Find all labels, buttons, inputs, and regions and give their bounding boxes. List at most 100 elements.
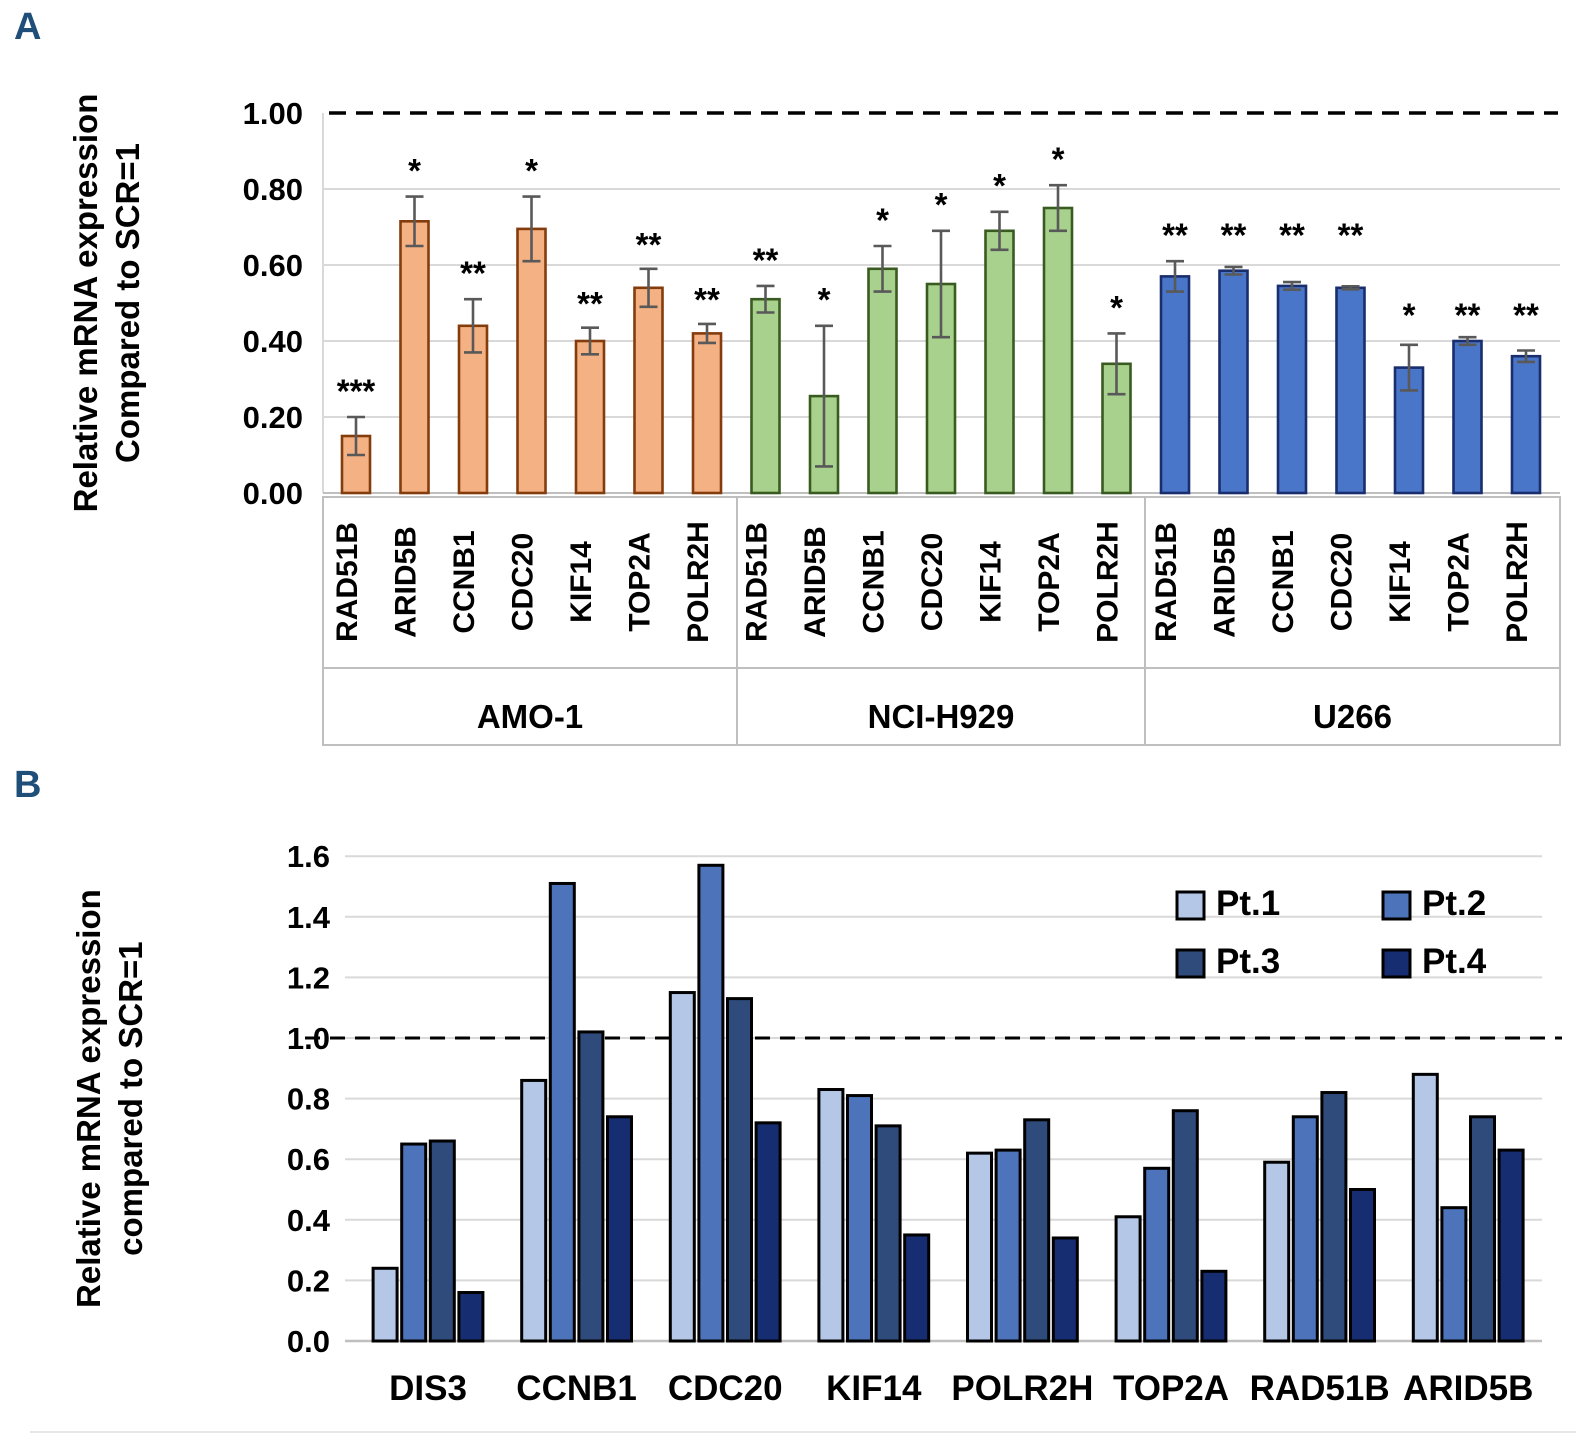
panel-a-chart: 0.00 0.20 0.40 0.60 0.80 1.00 Relative mRNA ex… [67, 94, 1561, 746]
bar [1263, 1160, 1291, 1343]
significance-stars: ** [1338, 217, 1364, 254]
significance-stars: ** [1162, 217, 1188, 254]
bar [726, 997, 753, 1343]
bar [903, 1233, 931, 1343]
bar [399, 220, 430, 495]
y-tick-label: 0.4 [287, 1203, 331, 1238]
bar [1335, 286, 1366, 495]
significance-stars: ** [460, 255, 486, 292]
bar [817, 1088, 845, 1343]
y-tick-label: 0.6 [287, 1142, 330, 1177]
bar [1200, 1269, 1228, 1343]
y-tick-label: 1.6 [287, 839, 330, 874]
bar [457, 324, 489, 495]
bar [1218, 269, 1249, 495]
significance-stars: * [408, 152, 421, 189]
bar [750, 297, 781, 495]
category-label: ARID5B [1403, 1369, 1533, 1408]
bar [1497, 1148, 1525, 1343]
bar [457, 1291, 485, 1343]
bar [1411, 1072, 1439, 1343]
category-label: RAD51B [1150, 522, 1183, 642]
significance-stars: ** [1455, 296, 1481, 333]
bar [428, 1139, 456, 1343]
bar [1051, 1236, 1079, 1343]
category-label: KIF14 [565, 541, 598, 623]
significance-stars: * [993, 167, 1006, 204]
category-label: CDC20 [507, 533, 540, 631]
y-tick-label: 1.2 [287, 960, 330, 995]
bar [371, 1266, 399, 1343]
bar [668, 991, 696, 1343]
group-label: NCI-H929 [868, 698, 1015, 735]
significance-stars: * [525, 152, 538, 189]
significance-stars: * [876, 201, 889, 238]
category-label: KIF14 [975, 541, 1008, 623]
bar [633, 286, 664, 495]
y-tick-label: 0.00 [243, 476, 303, 511]
category-label: CDC20 [916, 533, 949, 631]
y-tick-label: 0.80 [243, 172, 303, 207]
category-label: POLR2H [682, 521, 715, 643]
category-label: DIS3 [389, 1369, 467, 1408]
bar [1114, 1215, 1142, 1343]
y-tick-label: 0.0 [287, 1324, 330, 1359]
bar [1469, 1115, 1496, 1343]
y-tick-label: 1.4 [287, 900, 331, 935]
category-label: TOP2A [1113, 1369, 1229, 1408]
significance-stars: ** [1279, 217, 1305, 254]
bar [1276, 284, 1308, 495]
bar [516, 227, 547, 495]
panel-a-label: A [14, 6, 42, 48]
category-label: RAD51B [1250, 1369, 1390, 1408]
y-axis-title: Compared to SCR=1 [109, 143, 146, 463]
category-label: KIF14 [826, 1369, 922, 1408]
significance-stars: ** [1221, 217, 1247, 254]
bar [1171, 1109, 1199, 1343]
bar [548, 881, 576, 1343]
category-label: KIF14 [1384, 541, 1417, 623]
y-tick-label: 1.00 [243, 96, 303, 131]
legend-swatch [1381, 890, 1412, 921]
significance-stars: ** [694, 281, 720, 318]
bar [1159, 275, 1191, 495]
category-label: CCNB1 [858, 530, 891, 633]
significance-stars: * [1403, 296, 1416, 333]
significance-stars: ** [577, 285, 603, 322]
legend-swatch [1381, 948, 1412, 979]
bar [1452, 339, 1483, 495]
category-label: POLR2H [951, 1369, 1093, 1408]
significance-stars: ** [636, 226, 662, 263]
bar [574, 339, 606, 495]
panel-b-chart: 0.0 0.2 0.4 0.6 0.8 1.0 1.2 1.4 1.6 Relative mRNA… [30, 839, 1576, 1433]
bar [994, 1148, 1022, 1343]
bar [577, 1030, 605, 1343]
bar [867, 267, 898, 495]
legend-label: Pt.3 [1216, 942, 1280, 981]
legend-label: Pt.1 [1216, 884, 1280, 923]
significance-stars: * [1110, 289, 1123, 326]
category-label: TOP2A [1443, 532, 1476, 631]
y-axis-title: compared to SCR=1 [112, 941, 149, 1256]
bar [846, 1094, 873, 1343]
legend-label: Pt.4 [1422, 942, 1487, 981]
y-tick-label: 0.8 [287, 1082, 330, 1117]
category-table-border [322, 496, 1561, 746]
significance-stars: * [935, 186, 948, 223]
bar [400, 1142, 428, 1343]
category-label: CCNB1 [1267, 530, 1300, 633]
bar [984, 229, 1015, 495]
category-label: CDC20 [668, 1369, 783, 1408]
category-label: POLR2H [1092, 521, 1125, 643]
bar [1023, 1118, 1051, 1343]
y-tick-label: 0.60 [243, 248, 303, 283]
significance-stars: * [1052, 141, 1065, 178]
category-label: RAD51B [741, 522, 774, 642]
y-tick-label: 0.2 [287, 1263, 330, 1298]
bar [520, 1078, 548, 1343]
bar [874, 1124, 902, 1343]
y-tick-label: 1.0 [287, 1021, 330, 1056]
category-label: RAD51B [331, 522, 364, 642]
significance-stars: * [818, 281, 831, 318]
bar [606, 1115, 633, 1343]
